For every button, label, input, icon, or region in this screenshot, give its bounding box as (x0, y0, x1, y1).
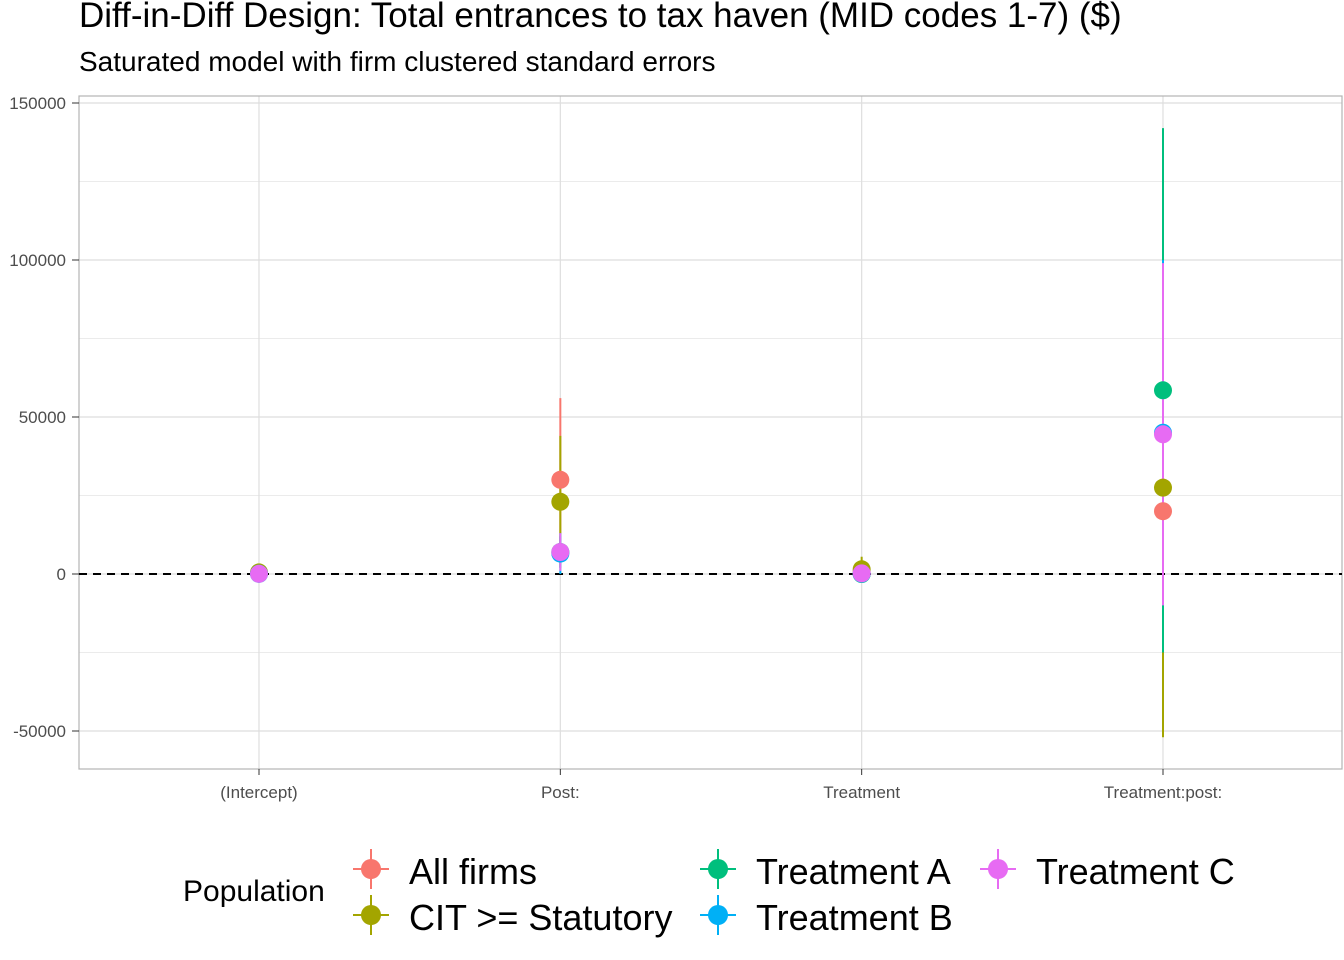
x-tick-label: Treatment:post: (1104, 783, 1222, 802)
data-point (551, 470, 570, 489)
data-point (852, 564, 871, 583)
chart-subtitle: Saturated model with firm clustered stan… (79, 46, 716, 77)
legend-key (980, 849, 1016, 889)
chart-title: Diff-in-Diff Design: Total entrances to … (79, 0, 1122, 35)
legend-label: Treatment A (756, 851, 951, 892)
data-point (551, 543, 570, 562)
y-tick-label: 0 (57, 565, 66, 584)
data-point (1154, 381, 1172, 400)
data-point (551, 492, 570, 511)
y-tick-label: 150000 (9, 94, 66, 113)
legend-label: CIT >= Statutory (409, 897, 673, 938)
x-tick-label: Post: (541, 783, 580, 802)
y-tick-label: -50000 (13, 722, 66, 741)
legend-label: All firms (409, 851, 537, 892)
legend-key (353, 849, 389, 889)
legend-title: Population (183, 875, 325, 908)
data-point (1154, 478, 1172, 497)
legend-key-point (361, 905, 381, 925)
legend-key (700, 895, 736, 935)
legend-key (700, 849, 736, 889)
y-tick-label: 50000 (19, 408, 66, 427)
legend-key-point (708, 859, 728, 879)
plot-panel-border (78, 95, 1343, 770)
data-point (1154, 425, 1172, 444)
data-point (1154, 502, 1172, 521)
x-tick-label: (Intercept) (220, 783, 297, 802)
legend-key-point (361, 859, 381, 879)
legend-key-point (988, 859, 1008, 879)
legend-label: Treatment B (756, 897, 953, 938)
legend-label: Treatment C (1036, 851, 1235, 892)
x-tick-label: Treatment (823, 783, 900, 802)
legend-key-point (708, 905, 728, 925)
data-point (250, 564, 268, 583)
legend-key (353, 895, 389, 935)
y-tick-label: 100000 (9, 251, 66, 270)
